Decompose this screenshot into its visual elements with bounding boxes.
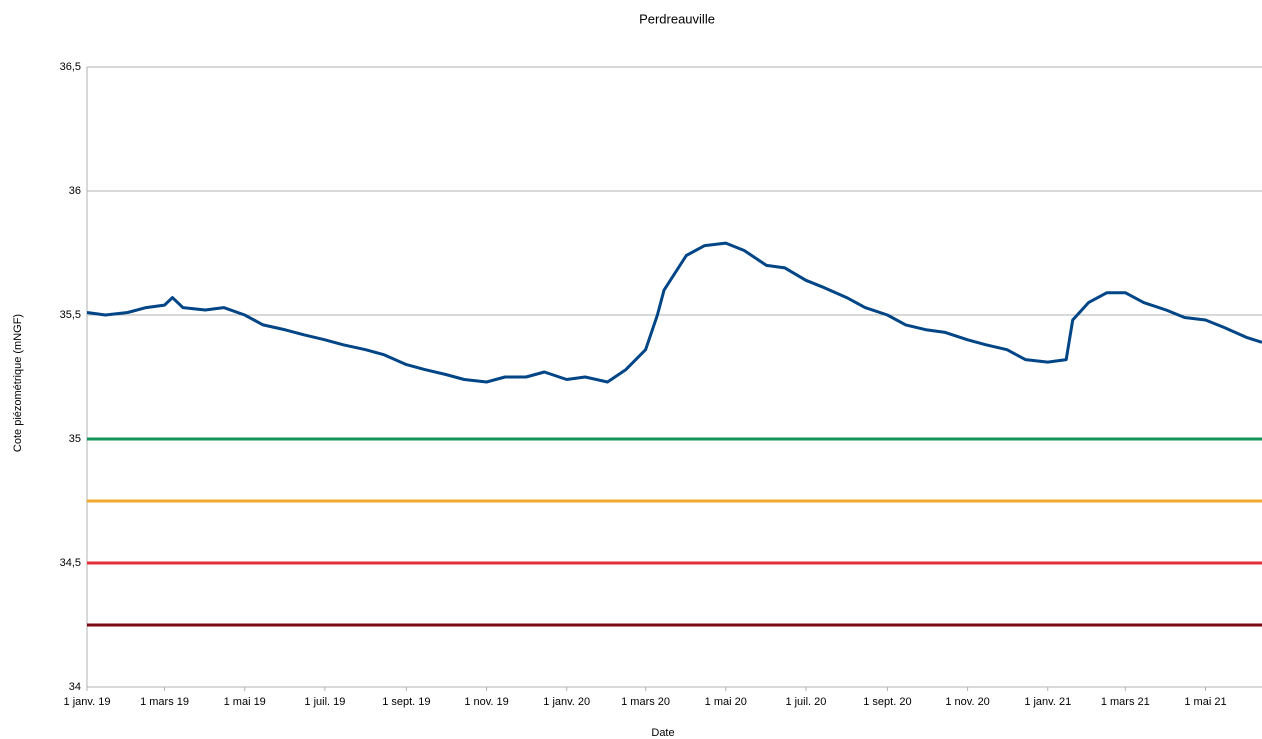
y-tick-label: 35 xyxy=(69,433,81,445)
y-tick-label: 34,5 xyxy=(60,557,81,569)
y-tick-label: 34 xyxy=(69,681,81,693)
x-tick-label: 1 mars 20 xyxy=(621,696,670,708)
x-tick-label: 1 mai 19 xyxy=(224,696,266,708)
x-axis-label: Date xyxy=(651,727,674,739)
x-tick-label: 1 mars 21 xyxy=(1101,696,1150,708)
x-tick-label: 1 nov. 19 xyxy=(464,696,508,708)
x-tick-label: 1 nov. 20 xyxy=(945,696,989,708)
chart-title: Perdreauville xyxy=(639,11,715,26)
x-tick-label: 1 janv. 19 xyxy=(64,696,111,708)
data-line xyxy=(86,241,1262,384)
y-tick-label: 35,5 xyxy=(60,309,81,321)
x-tick-label: 1 mai 20 xyxy=(705,696,747,708)
x-tick-label: 1 sept. 20 xyxy=(863,696,911,708)
y-tick-label: 36 xyxy=(69,185,81,197)
y-axis-label: Cote piézométrique (mNGF) xyxy=(12,314,24,452)
y-tick-label: 36,5 xyxy=(60,61,81,73)
x-tick-label: 1 juil. 20 xyxy=(785,696,826,708)
x-tick-label: 1 juil. 19 xyxy=(304,696,345,708)
x-tick-label: 1 sept. 19 xyxy=(382,696,430,708)
x-tick-label: 1 janv. 21 xyxy=(1024,696,1071,708)
x-tick-label: 1 janv. 20 xyxy=(543,696,590,708)
x-tick-label: 1 mars 19 xyxy=(140,696,189,708)
x-tick-label: 1 mai 21 xyxy=(1184,696,1226,708)
